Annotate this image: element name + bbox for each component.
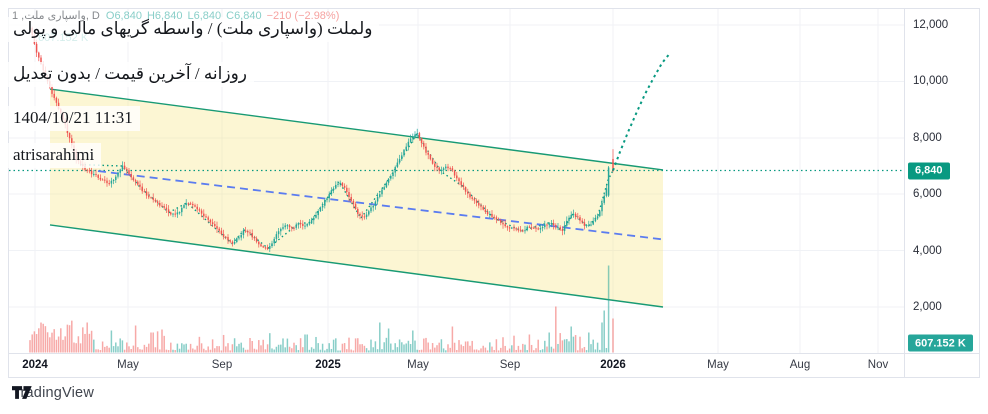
time-tick-label: 2026 [600, 359, 626, 371]
tradingview-icon [12, 386, 32, 399]
time-tick-label: May [407, 359, 429, 371]
time-tick-label: 2025 [315, 359, 341, 371]
grid-lines [9, 9, 904, 353]
channel-lower-line [49, 224, 664, 308]
time-tick-label: Sep [499, 359, 521, 371]
annotation-author[interactable]: atrisarahimi [8, 143, 102, 168]
ohlc-legend: واسپاری ملت, 1, D O6,840 H6,840 L6,840 C6,84… [12, 9, 339, 22]
annotation-timestamp[interactable]: 1404/10/21 11:31 [8, 106, 140, 131]
time-tick-label: May [707, 359, 729, 371]
parallel-channel-drawing[interactable] [49, 88, 664, 308]
legend-close: C6,840 [226, 10, 262, 22]
legend-symbol: واسپاری ملت, 1, D [12, 10, 100, 22]
tradingview-logo[interactable]: TradingView [12, 385, 94, 401]
blue-dashed-trendline [97, 170, 663, 241]
price-tick-label: 2,000 [913, 301, 942, 313]
legend-high: H6,840 [146, 10, 183, 22]
legend-low: L6,840 [187, 10, 222, 22]
time-tick-label: Aug [789, 359, 811, 371]
annotation-subtitle[interactable]: روزانه / آخرین قیمت / بدون تعدیل [8, 62, 255, 87]
volume-value-badge: 607.152 K [908, 334, 973, 352]
projection-dotted-line[interactable] [612, 52, 671, 171]
time-tick-label: May [117, 359, 139, 371]
price-tick-label: 12,000 [913, 19, 949, 31]
price-tick-label: 8,000 [913, 131, 942, 144]
pane-borders [8, 8, 980, 378]
price-tick-label: 10,000 [913, 75, 949, 88]
last-price-badge: 6,840 [908, 162, 950, 179]
legend-change: −210 (−2.98%) [266, 10, 340, 22]
tradingview-wordmark: TradingView [12, 385, 94, 401]
legend-open: O6,840 [105, 10, 142, 22]
time-tick-label: Nov [867, 359, 889, 371]
volume-bars [29, 265, 614, 353]
time-tick-label: Sep [211, 359, 233, 371]
annotation-symbol-title[interactable]: ولملت (واسپاری ملت) / واسطه گریهای مالی … [8, 17, 380, 42]
dotted-swing-line [79, 132, 614, 250]
trend-lines[interactable] [9, 132, 904, 250]
channel-upper-line [49, 88, 664, 171]
price-tick-label: 4,000 [913, 244, 942, 257]
time-tick-label: 2024 [22, 359, 48, 371]
price-tick-label: 6,000 [913, 188, 942, 201]
